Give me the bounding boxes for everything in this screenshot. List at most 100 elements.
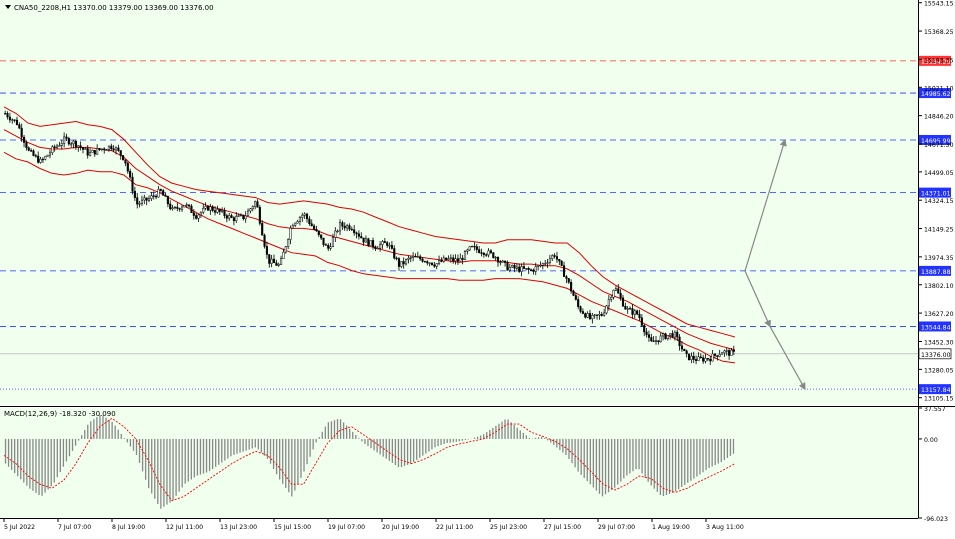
price-tick-label: 14671.30 [924,142,954,149]
price-tick-label: 15193.35 [924,57,954,64]
candle-body [303,213,306,216]
candle-body [131,176,134,192]
candle-body [386,242,389,246]
candle-body [678,336,681,346]
time-tick-label: 15 Jul 15:00 [274,524,311,531]
candle-body [44,156,47,160]
price-tick-label: 13974.35 [924,255,954,262]
candle-body [626,308,629,310]
candle-body [147,198,151,201]
level-price-tag [919,134,951,145]
dropdown-triangle-icon[interactable] [5,5,11,9]
candle-body [551,255,554,260]
candle-body [155,195,158,198]
candle-body [27,147,30,151]
candle-body [475,246,478,250]
candle-body [86,148,89,156]
candle-body [452,257,455,262]
current-price-tag [918,348,952,360]
candle-body [15,119,19,125]
candle-body [289,227,292,240]
candle-body [515,266,518,269]
candle-body [388,245,391,247]
candle-body [136,197,139,205]
candle-body [275,262,278,266]
candle-body [390,245,393,249]
candle-body [93,150,96,155]
candle-body [631,308,634,315]
candle-body [593,314,596,316]
candle-body [58,145,61,147]
bollinger-lower [3,151,736,364]
candle-body [272,258,276,264]
candle-body [157,189,160,198]
candle-body [508,266,511,271]
candle-body [435,263,438,267]
candle-body [56,145,59,148]
candle-body [532,269,535,272]
candle-body [364,238,368,243]
price-tick-label: 15368.25 [924,29,954,36]
candle-body [329,246,332,249]
candle-body [624,305,627,310]
candle-body [421,258,424,262]
candle-body [692,355,695,360]
candle-body [230,215,233,218]
candle-body [574,295,577,300]
candle-body [695,359,698,361]
candle-body [268,254,271,264]
candle-body [591,314,594,320]
candle-body [570,282,573,292]
candle-body [223,210,226,216]
candle-body [310,223,313,227]
candle-body [162,190,165,196]
candle-body [405,259,408,265]
candle-body [407,257,410,260]
candle-body [659,335,662,343]
candle-body [459,257,462,262]
candle-body [277,264,280,266]
level-price-tag [919,55,951,66]
candle-body [487,250,490,256]
candle-body [60,143,63,146]
candle-body [357,233,360,237]
candle-body [112,148,115,151]
candle-body [506,262,509,271]
candle-body [555,256,559,260]
candle-body [150,195,153,199]
candle-body [228,215,231,219]
candle-body [254,201,257,207]
time-tick-label: 3 Aug 11:00 [706,524,744,531]
candle-body [419,256,422,260]
level-price-tag [919,384,951,395]
candle-body [79,145,82,148]
candle-body [647,334,650,338]
candle-body [4,113,7,115]
candle-body [140,199,143,204]
candle-body [454,258,457,262]
candle-body [482,252,485,255]
candle-body [633,310,636,315]
candle-body [105,149,108,151]
candle-body [485,254,488,256]
candle-body [496,257,500,263]
candle-body [159,189,162,191]
candle-body [440,260,443,262]
candle-body [379,244,382,249]
candle-body [20,127,23,138]
candle-body [367,238,370,246]
candle-body [669,333,672,336]
candle-body [371,240,375,247]
candle-body [152,195,155,197]
candle-body [494,257,497,259]
candle-body [282,251,285,259]
candle-body [98,148,101,150]
time-tick-label: 5 Jul 2022 [4,524,35,531]
candle-body [478,249,481,253]
candle-body [621,297,625,307]
candle-body [730,349,733,356]
candle-body [716,355,719,357]
candle-body [718,354,721,357]
